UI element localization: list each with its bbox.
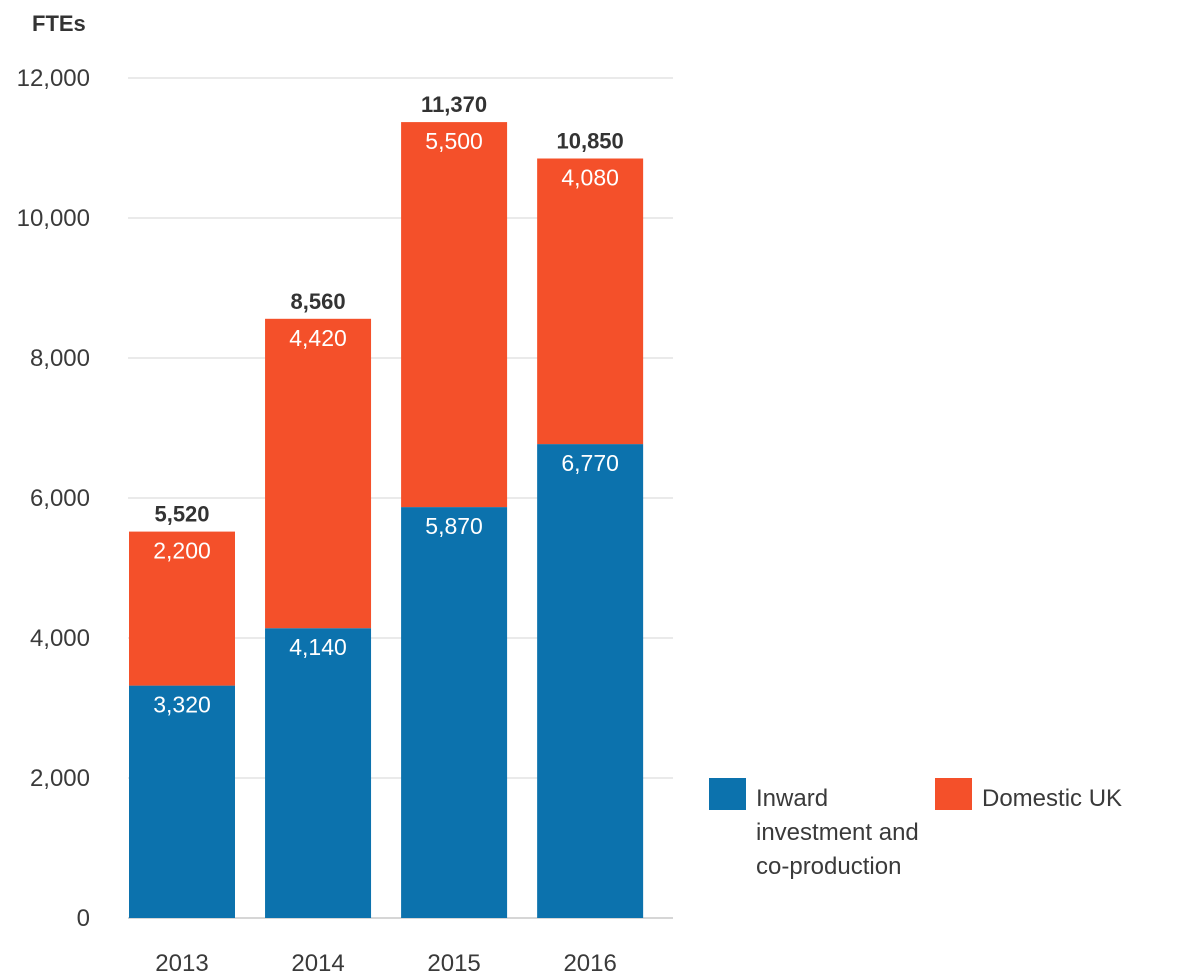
x-tick-label: 2016 [563, 950, 616, 977]
y-axis-title: FTEs [32, 11, 86, 36]
y-tick-label: 6,000 [30, 485, 90, 512]
bar-segment-label: 2,200 [153, 538, 211, 564]
y-tick-label: 10,000 [17, 205, 90, 232]
legend-label: Inward [756, 785, 828, 812]
bar-segment-label: 4,420 [289, 325, 347, 351]
bar-segment-label: 4,080 [561, 165, 619, 191]
bar-segment-domestic [401, 122, 508, 508]
y-tick-label: 8,000 [30, 345, 90, 372]
legend-swatch [935, 778, 972, 810]
bar-total-label: 10,850 [556, 129, 623, 154]
bar-segment-domestic [129, 531, 235, 686]
bar-segment-inward [265, 628, 372, 918]
bar-segment-domestic [537, 158, 644, 445]
bar-segment-label: 6,770 [561, 450, 619, 476]
bar-total-label: 5,520 [154, 502, 209, 527]
y-tick-label: 2,000 [30, 765, 90, 792]
bar-total-label: 8,560 [291, 289, 346, 314]
bar-segment-label: 5,870 [425, 513, 483, 539]
x-tick-label: 2015 [427, 950, 480, 977]
y-tick-label: 12,000 [17, 65, 90, 92]
legend-label: Domestic UK [982, 785, 1122, 812]
legend-swatch [709, 778, 746, 810]
y-tick-label: 4,000 [30, 625, 90, 652]
bar-segment-inward [401, 507, 508, 918]
x-tick-label: 2014 [291, 950, 344, 977]
bar-total-label: 11,370 [421, 92, 487, 117]
legend-label: investment and [756, 819, 919, 846]
bar-segment-inward [537, 444, 644, 918]
legend-label: co-production [756, 853, 901, 880]
bar-segment-label: 3,320 [153, 692, 211, 718]
bar-segment-label: 4,140 [289, 634, 347, 660]
y-axis-ticks: 0 2,000 4,000 6,000 8,000 10,000 12,000 [17, 65, 90, 932]
x-axis-ticks: 2013 2014 2015 2016 [155, 950, 617, 977]
y-tick-label: 0 [77, 905, 90, 932]
bar-segment-inward [129, 685, 235, 918]
bar-segment-label: 5,500 [425, 128, 483, 154]
bar-segment-domestic [265, 318, 372, 629]
legend: Inward investment and co-production Domesti… [709, 778, 1122, 880]
bars: 3,320 2,200 5,520 4,140 4,420 8,560 5,870 5,500… [129, 92, 644, 918]
x-tick-label: 2013 [155, 950, 208, 977]
